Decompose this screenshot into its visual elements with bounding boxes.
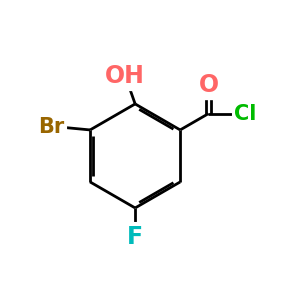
Text: O: O xyxy=(198,74,219,98)
Text: Cl: Cl xyxy=(235,103,257,124)
Text: F: F xyxy=(127,225,143,249)
Text: OH: OH xyxy=(105,64,145,88)
Text: Br: Br xyxy=(38,117,64,137)
